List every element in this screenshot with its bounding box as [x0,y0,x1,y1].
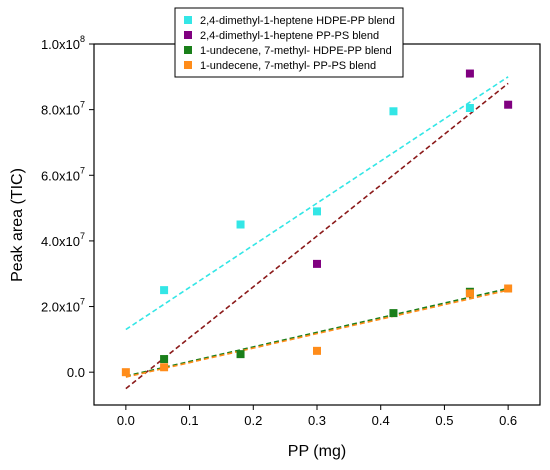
legend-marker [184,16,192,24]
data-point [504,100,513,109]
legend-label: 1-undecene, 7-methyl- PP-PS blend [200,60,376,72]
x-tick-label: 0.4 [372,413,390,428]
data-point [160,286,169,295]
y-axis-title: Peak area (TIC) [9,168,26,282]
legend-box [174,7,404,78]
y-tick-label: 4.0x107 [41,231,85,249]
fit-line [125,82,509,390]
data-point [389,309,398,318]
y-axis: 0.0 2.0x107 4.0x107 6.0x107 8.0x107 1.0x108 [41,34,94,380]
x-axis: 0.0 0.1 0.2 0.3 0.4 0.5 0.6 [117,405,517,428]
fit-line [125,289,509,378]
x-axis-title: PP (mg) [288,443,346,460]
fit-line [125,287,509,377]
fit-lines [125,76,509,390]
fit-line [125,76,509,331]
legend-marker [184,46,192,54]
data-point [465,289,474,298]
data-point [160,363,169,372]
x-tick-label: 0.0 [117,413,135,428]
x-tick-label: 0.5 [435,413,453,428]
data-point [313,259,321,268]
legend-marker [184,61,192,69]
y-tick-label: 1.0x108 [41,34,85,52]
x-tick-label: 0.1 [181,413,199,428]
data-point [313,346,321,355]
y-tick-label: 8.0x107 [41,100,85,118]
data-point [121,368,130,377]
y-tick-label: 0.0 [67,365,85,380]
x-tick-label: 0.6 [499,413,517,428]
data-point [313,207,321,216]
y-tick-label: 6.0x107 [41,165,85,183]
legend-marker [184,31,192,39]
data-point [465,103,474,112]
data-point [389,107,398,116]
data-points [121,69,513,377]
legend: 2,4-dimethyl-1-heptene HDPE-PP blend 2,4-… [174,7,404,78]
legend-label: 2,4-dimethyl-1-heptene HDPE-PP blend [200,15,395,27]
data-point [465,69,474,78]
x-tick-label: 0.2 [244,413,262,428]
legend-label: 2,4-dimethyl-1-heptene PP-PS blend [200,30,379,42]
data-point [504,284,513,293]
data-point [160,355,169,364]
y-tick-label: 2.0x107 [41,297,85,315]
data-point [236,220,245,229]
data-point [236,350,245,359]
x-tick-label: 0.3 [308,413,326,428]
legend-label: 1-undecene, 7-methyl- HDPE-PP blend [200,45,392,57]
